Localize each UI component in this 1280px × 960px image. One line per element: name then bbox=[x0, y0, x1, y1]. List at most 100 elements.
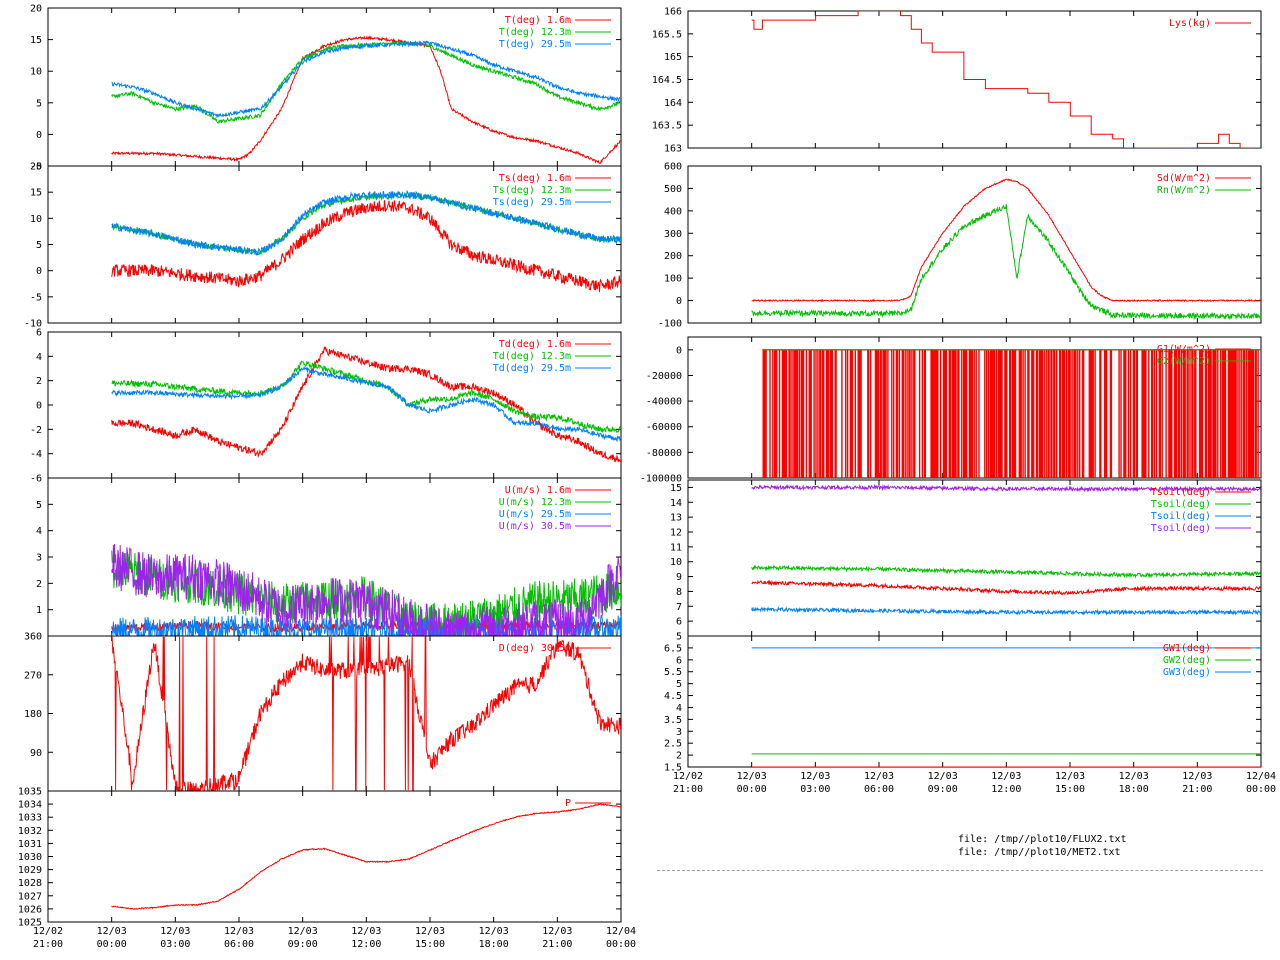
legend-label: GW3(deg) bbox=[1163, 667, 1211, 678]
file-list: file: /tmp//plot10/FLUX2.txt file: /tmp/… bbox=[958, 833, 1127, 859]
y-tick-label: 4.5 bbox=[664, 691, 682, 702]
x-tick-label: 21:00 bbox=[1182, 784, 1212, 795]
x-tick-label: 21:00 bbox=[673, 784, 703, 795]
series-group bbox=[111, 35, 621, 164]
x-tick-label: 18:00 bbox=[1119, 784, 1149, 795]
series-group bbox=[111, 636, 621, 791]
y-tick-label: 5 bbox=[36, 240, 42, 251]
legend-label: U(m/s) 29.5m bbox=[499, 509, 571, 520]
x-tick-label: 06:00 bbox=[864, 784, 894, 795]
legend-label: U(m/s) 1.6m bbox=[505, 485, 571, 496]
series-group bbox=[111, 346, 621, 463]
x-tick-label: 06:00 bbox=[224, 939, 254, 950]
y-tick-label: 180 bbox=[24, 709, 42, 720]
chart-air-temperature: -5 0 5 10 15 20 T(deg) 1.6mT(deg) 12.3mT(deg) … bbox=[30, 4, 622, 173]
series-line bbox=[751, 11, 1261, 148]
legend-label: T(deg) 1.6m bbox=[505, 15, 571, 26]
y-tick-label: -100 bbox=[658, 319, 682, 330]
x-tick-label: 12/03 bbox=[1182, 771, 1212, 782]
chart-ground-heat-flux: -100000 -80000 -60000 -40000 -20000 0 G1(W/m^2… bbox=[640, 336, 1262, 485]
y-tick-label: 4 bbox=[36, 526, 42, 537]
x-tick-label: 12/03 bbox=[97, 926, 127, 937]
y-tick-label: 400 bbox=[664, 206, 682, 217]
x-tick-label: 12/03 bbox=[542, 926, 572, 937]
legend-label: T(deg) 12.3m bbox=[499, 27, 571, 38]
y-tick-label: 20 bbox=[30, 4, 42, 15]
y-tick-label: 5 bbox=[36, 500, 42, 511]
y-tick-label: 2 bbox=[676, 751, 682, 762]
y-tick-label: 3 bbox=[676, 727, 682, 738]
y-tick-label: -2 bbox=[30, 425, 42, 436]
y-tick-label: 4 bbox=[36, 352, 42, 363]
y-tick-label: 1033 bbox=[18, 813, 42, 824]
y-tick-label: 5.5 bbox=[664, 667, 682, 678]
y-tick-label: 15 bbox=[670, 483, 682, 494]
x-tick-label: 12/03 bbox=[1119, 771, 1149, 782]
y-tick-label: 4 bbox=[676, 703, 682, 714]
y-tick-label: 163.5 bbox=[652, 121, 682, 132]
y-tick-label: 1035 bbox=[18, 787, 42, 798]
y-tick-label: 166 bbox=[664, 7, 682, 18]
series-line bbox=[751, 483, 1261, 493]
y-tick-label: 1.5 bbox=[664, 763, 682, 774]
y-tick-label: 5 bbox=[676, 679, 682, 690]
series-group bbox=[111, 802, 621, 910]
chart-radiation: -100 0 100 200 300 400 500 600 Sd(W/m^2)Rn(W/m^2… bbox=[658, 162, 1262, 330]
y-tick-label: 6 bbox=[676, 655, 682, 666]
y-tick-label: 163 bbox=[664, 144, 682, 155]
x-tick-label: 12/03 bbox=[928, 771, 958, 782]
x-tick-label: 12/03 bbox=[737, 771, 767, 782]
y-tick-label: 9 bbox=[676, 572, 682, 583]
chart-groundwater: 1.522.533.544.555.566.5 GW1(deg)GW2(deg)G… bbox=[664, 635, 1276, 795]
x-tick-label: 09:00 bbox=[928, 784, 958, 795]
y-tick-label: -80000 bbox=[646, 448, 682, 459]
y-tick-label: 165.5 bbox=[652, 29, 682, 40]
x-tick-label: 12:00 bbox=[351, 939, 381, 950]
y-tick-label: 100 bbox=[664, 274, 682, 285]
x-tick-label: 00:00 bbox=[1246, 784, 1276, 795]
series-group bbox=[111, 189, 621, 293]
y-tick-label: 11 bbox=[670, 542, 682, 553]
x-tick-label: 03:00 bbox=[160, 939, 190, 950]
x-tick-label: 12/03 bbox=[160, 926, 190, 937]
series-line bbox=[111, 550, 621, 636]
x-tick-label: 12:00 bbox=[991, 784, 1021, 795]
series-line bbox=[751, 606, 1261, 616]
legend-label: Ts(deg) 29.5m bbox=[493, 197, 571, 208]
y-tick-label: 8 bbox=[676, 587, 682, 598]
series-line bbox=[111, 360, 621, 434]
separator-line bbox=[657, 870, 1263, 871]
series-line bbox=[111, 802, 621, 910]
y-tick-label: 90 bbox=[30, 748, 42, 759]
y-tick-label: 1 bbox=[36, 605, 42, 616]
y-tick-label: 1034 bbox=[18, 800, 42, 811]
legend-label: Ts(deg) 12.3m bbox=[493, 185, 571, 196]
y-tick-label: 0 bbox=[36, 401, 42, 412]
chart-wind-direction: 90 180 270 360 D(deg) 30.5m bbox=[24, 632, 622, 792]
y-tick-label: 2 bbox=[36, 376, 42, 387]
series-line bbox=[751, 204, 1261, 321]
y-tick-label: 1026 bbox=[18, 904, 42, 915]
plot-frame bbox=[687, 165, 1262, 324]
legend-label: Tsoil(deg) bbox=[1151, 499, 1211, 510]
x-tick-label: 00:00 bbox=[97, 939, 127, 950]
x-tick-label: 21:00 bbox=[33, 939, 63, 950]
legend-label: G2(W/m^2) bbox=[1157, 356, 1211, 367]
x-tick-label: 12/03 bbox=[288, 926, 318, 937]
x-tick-label: 12/02 bbox=[673, 771, 703, 782]
series-group bbox=[111, 543, 621, 636]
y-tick-label: 0 bbox=[676, 345, 682, 356]
legend-label: Sd(W/m^2) bbox=[1157, 173, 1211, 184]
y-tick-label: -40000 bbox=[646, 397, 682, 408]
x-tick-label: 12/03 bbox=[1055, 771, 1085, 782]
y-tick-label: 0 bbox=[676, 296, 682, 307]
y-tick-label: 6 bbox=[36, 328, 42, 339]
y-tick-label: 14 bbox=[670, 498, 682, 509]
x-tick-label: 12/02 bbox=[33, 926, 63, 937]
legend-label: D(deg) 30.5m bbox=[499, 643, 571, 654]
legend-label: Tsoil(deg) bbox=[1151, 523, 1211, 534]
file-label-met: file: /tmp//plot10/MET2.txt bbox=[958, 847, 1121, 858]
y-tick-label: 2 bbox=[36, 579, 42, 590]
legend-label: Rn(W/m^2) bbox=[1157, 185, 1211, 196]
